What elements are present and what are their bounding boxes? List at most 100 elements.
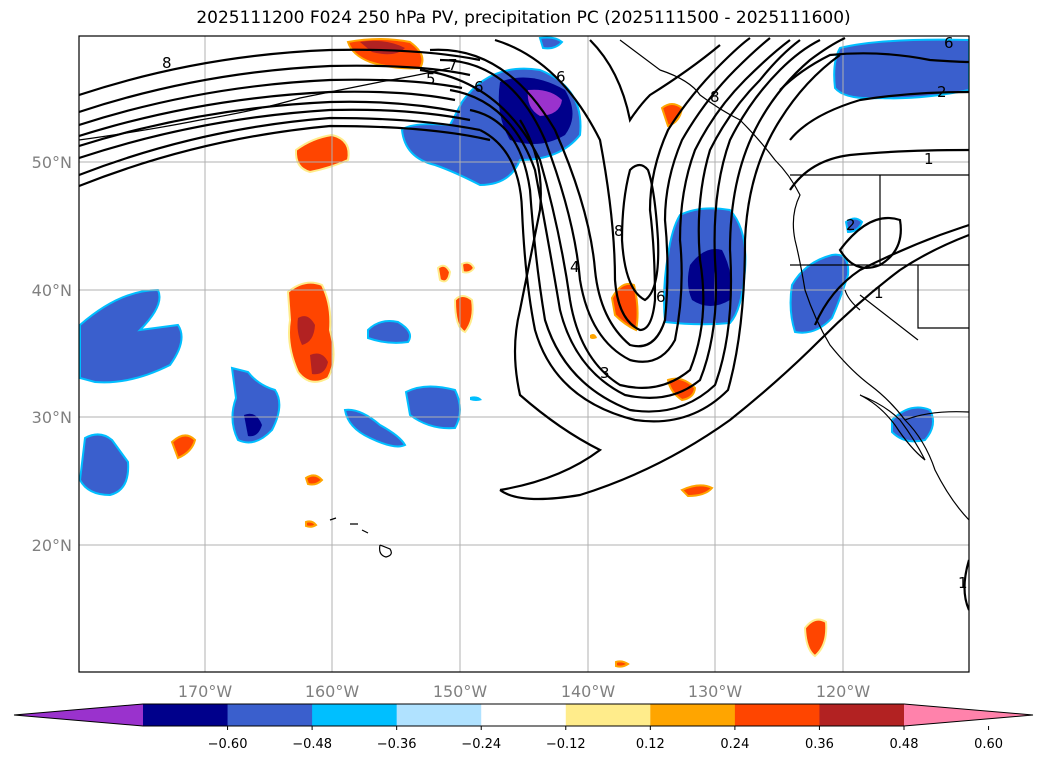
pv-contour-labels: 8 7 6 5 6 8 4 3 6 8 1 2 1 2 6 1 (162, 36, 968, 592)
pos-anomaly-blob (304, 474, 324, 486)
neg-anomaly-blob (891, 406, 935, 443)
pv-contour-low (499, 119, 603, 492)
pv-contour (79, 78, 463, 127)
lat-label-20n: 20°N (32, 536, 72, 555)
contour-label: 8 (614, 222, 624, 240)
pv-contour-inner (620, 163, 660, 302)
pv-contour-low (499, 233, 969, 501)
colorbar-extend-max (904, 704, 1033, 726)
neg-anomaly-blob (404, 385, 461, 430)
colorbar-tick-label: −0.48 (292, 737, 332, 752)
colorbar-segment (143, 704, 229, 726)
contour-label: 6 (474, 78, 484, 96)
pos-anomaly-core (297, 316, 315, 345)
map-frame (78, 35, 970, 673)
neg-anomaly-blob (844, 217, 864, 234)
colorbar-segment (565, 704, 651, 726)
pv-contour-trough (439, 39, 791, 363)
pv-contour-trough (419, 39, 801, 389)
pos-anomaly-blob (803, 618, 828, 658)
pos-anomaly-blob (680, 484, 714, 498)
colorbar-tick-label: 0.24 (720, 737, 749, 752)
contour-label: 1 (924, 150, 934, 168)
pv-contour-trough (429, 37, 771, 348)
colorbar-segment (734, 704, 820, 726)
pos-anomaly-blob (294, 133, 350, 174)
neg-anomaly-blob (79, 288, 183, 384)
colorbar-tick-label: 0.36 (805, 737, 834, 752)
state-border (917, 265, 969, 329)
neg-anomaly-core (244, 413, 262, 437)
pos-anomaly-blob (615, 660, 630, 668)
neg-anomaly-core (687, 249, 732, 306)
colorbar-segment (227, 704, 313, 726)
colorbar-tick-label: −0.12 (546, 737, 586, 752)
contour-label: 8 (710, 88, 720, 106)
pv-contour (79, 64, 471, 114)
neg-anomaly-blob (470, 396, 482, 401)
contour-label: 1 (958, 574, 968, 592)
pos-anomaly-blob (453, 295, 474, 334)
contour-label: 1 (874, 284, 884, 302)
pos-anomaly-blob (666, 377, 697, 402)
map-title: 2025111200 F024 250 hPa PV, precipitatio… (196, 8, 851, 28)
contour-label: 6 (656, 288, 666, 306)
pv-contours (79, 37, 969, 611)
neg-anomaly-peak (527, 89, 562, 116)
pv-contour (79, 108, 471, 160)
neg-anomaly-blob (79, 433, 130, 497)
pv-contour (79, 124, 491, 188)
neg-anomaly-blob (343, 408, 407, 448)
contour-label: 2 (937, 83, 947, 101)
pv-contour-low (963, 559, 969, 611)
neg-anomaly-blob (367, 320, 411, 344)
colorbar-extend-min (14, 704, 143, 726)
longitude-labels: 170°W 160°W 150°W 140°W 130°W 120°W (178, 682, 871, 701)
pv-contour-low (813, 223, 969, 326)
colorbar-segment (312, 704, 398, 726)
pv-contour-low (838, 216, 902, 269)
pv-contour-trough (469, 37, 846, 413)
lon-label-140w: 140°W (561, 682, 616, 701)
neg-anomaly-blob (789, 253, 850, 334)
pos-anomaly-core (310, 353, 328, 375)
graticule (79, 36, 969, 672)
lon-label-130w: 130°W (688, 682, 743, 701)
colorbar-segment (481, 704, 567, 726)
baja-peninsula (859, 394, 926, 461)
contour-label: 8 (162, 54, 172, 72)
pv-contour (79, 90, 456, 138)
lon-label-120w: 120°W (816, 682, 871, 701)
contour-label: 6 (556, 68, 566, 86)
contour-label: 2 (846, 216, 856, 234)
pv-contour-low (789, 148, 969, 191)
pv-contour-trough (494, 37, 751, 332)
mexico-border (904, 411, 969, 421)
lat-label-30n: 30°N (32, 408, 72, 427)
contour-label: 7 (448, 56, 458, 74)
state-border (844, 289, 861, 311)
pv-contour (79, 100, 461, 148)
latitude-labels: 20°N 30°N 40°N 50°N (32, 153, 72, 555)
pv-contour-outer (589, 39, 721, 123)
pos-anomaly-blob (305, 520, 318, 528)
colorbar-tick-label: −0.36 (377, 737, 417, 752)
lon-label-160w: 160°W (305, 682, 360, 701)
pos-anomaly-blob (610, 282, 639, 332)
neg-anomaly-blob (230, 366, 281, 444)
pv-contour (79, 48, 481, 97)
contour-label: 5 (426, 70, 436, 88)
colorbar: −0.60 −0.48 −0.36 −0.24 −0.12 0.12 0.24 0.36 0.4… (13, 703, 1034, 752)
lon-label-150w: 150°W (433, 682, 488, 701)
colorbar-tick-label: −0.24 (461, 737, 501, 752)
colorbar-segment (819, 704, 905, 726)
state-border (859, 294, 919, 341)
pv-contour-trough (479, 54, 841, 423)
lat-label-40n: 40°N (32, 281, 72, 300)
colorbar-tick-label: 0.48 (890, 737, 919, 752)
pv-contour (79, 116, 481, 177)
neg-anomaly-blob (538, 36, 564, 50)
colorbar-tick-label: −0.60 (208, 737, 248, 752)
contour-label: 4 (570, 258, 580, 276)
